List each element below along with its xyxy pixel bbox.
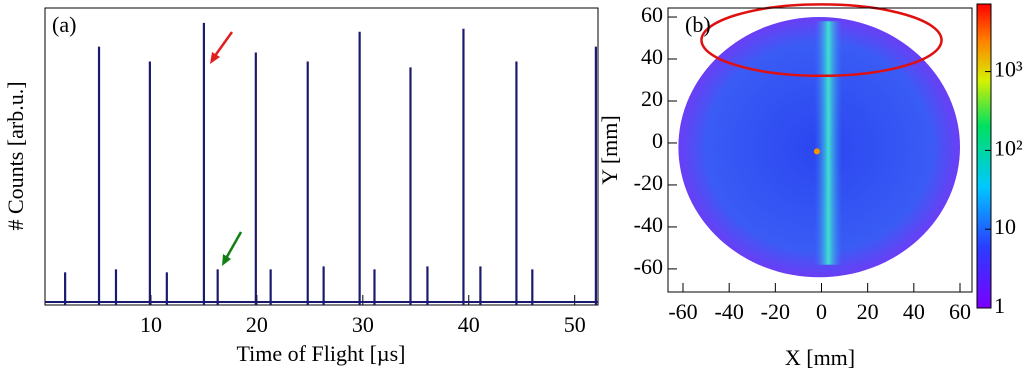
- y-tick-label: -20: [634, 170, 663, 195]
- colorbar-tick-label: 1: [994, 293, 1005, 318]
- colorbar-tick-label: 10: [994, 214, 1016, 239]
- x-axis-label: Time of Flight [µs]: [237, 341, 406, 366]
- beam-stripe: [814, 21, 843, 265]
- heatmap-image: [678, 3, 960, 278]
- panel-label: (b): [685, 12, 711, 37]
- x-tick-label: 50: [564, 312, 586, 337]
- colorbar-tick-label: 10²: [994, 135, 1023, 160]
- plot-frame: [44, 7, 599, 306]
- hot-spot: [813, 148, 820, 155]
- x-tick-label: 0: [816, 299, 827, 324]
- plot-frame: [667, 7, 973, 293]
- colorbar-tick-label: 10³: [994, 57, 1023, 82]
- y-axis-label: Y [mm]: [597, 115, 622, 184]
- y-tick-label: 20: [641, 86, 663, 111]
- y-tick-label: -60: [634, 254, 663, 279]
- x-tick-label: -40: [715, 299, 744, 324]
- colorbar: [976, 3, 992, 309]
- arrowhead: [210, 52, 220, 64]
- x-tick-label: 40: [458, 312, 480, 337]
- x-axis-label: X [mm]: [785, 345, 855, 370]
- x-tick-label: 10: [140, 312, 162, 337]
- panel-label: (a): [52, 12, 76, 37]
- y-axis-label: # Counts [arb.u.]: [3, 81, 28, 230]
- x-tick-label: 20: [857, 299, 879, 324]
- x-tick-label: 20: [246, 312, 268, 337]
- y-tick-label: 60: [641, 2, 663, 27]
- y-tick-label: 0: [652, 128, 663, 153]
- y-tick-label: 40: [641, 44, 663, 69]
- x-tick-label: -60: [668, 299, 697, 324]
- x-tick-label: -20: [761, 299, 790, 324]
- arrowhead: [222, 254, 231, 266]
- x-tick-label: 30: [352, 312, 374, 337]
- x-tick-label: 40: [903, 299, 925, 324]
- y-tick-label: -40: [634, 212, 663, 237]
- highlight-ellipse: [700, 3, 943, 78]
- x-tick-label: 60: [949, 299, 971, 324]
